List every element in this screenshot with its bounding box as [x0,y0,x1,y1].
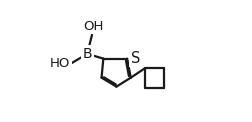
Text: B: B [82,47,92,61]
Text: OH: OH [83,20,103,33]
Text: HO: HO [50,57,71,70]
Text: S: S [131,51,140,66]
